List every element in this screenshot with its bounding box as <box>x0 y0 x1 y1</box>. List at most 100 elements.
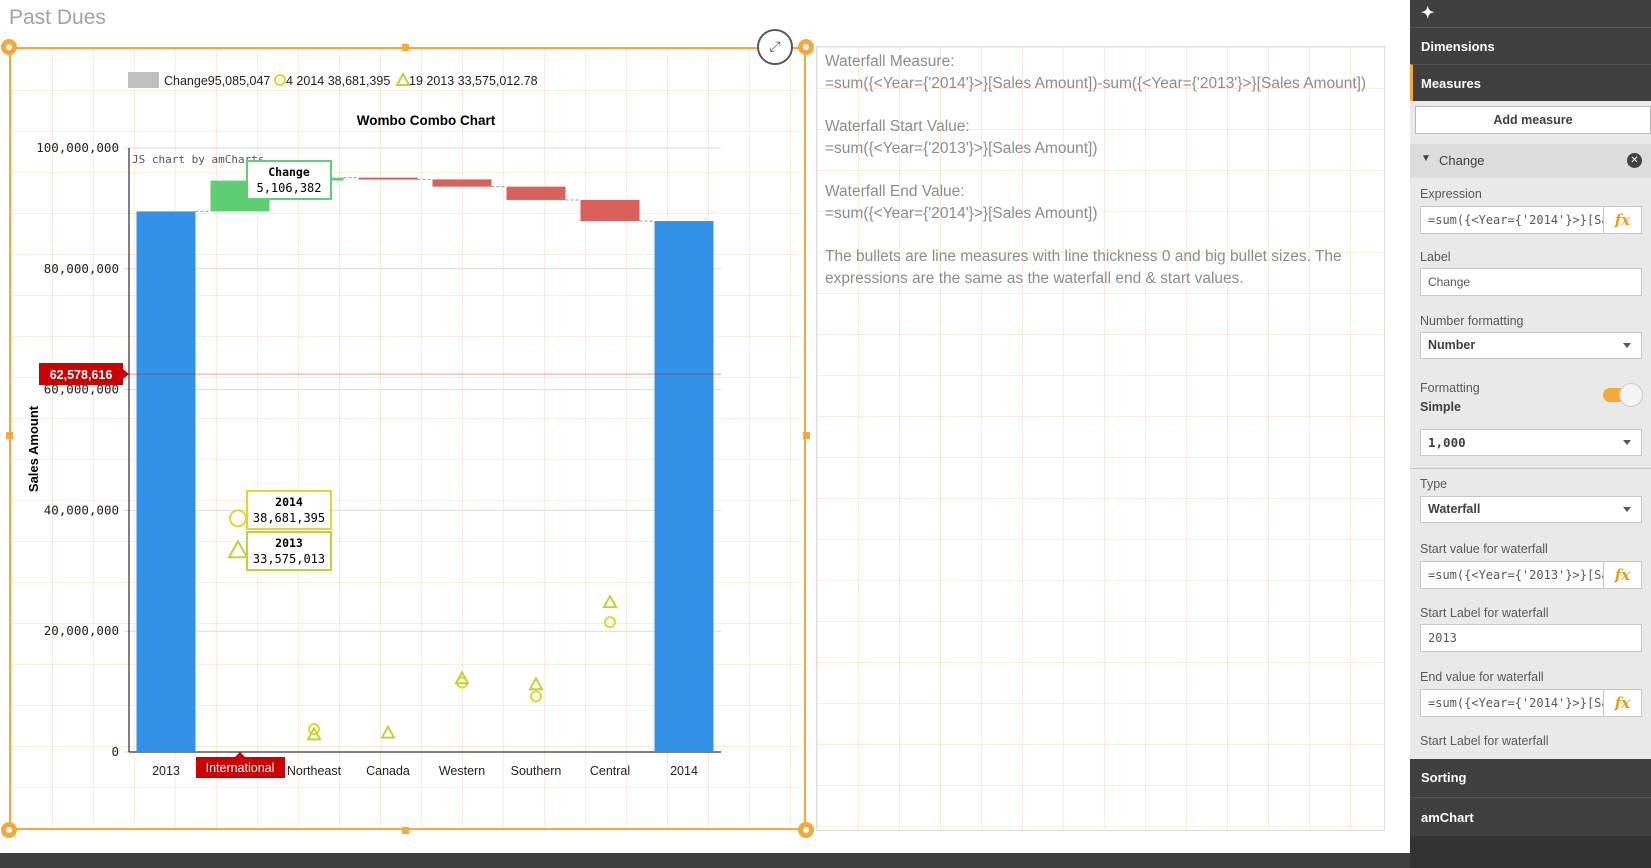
balloon-value: 5,106,382 <box>256 181 321 195</box>
sorting-label: Sorting <box>1421 770 1467 785</box>
resize-handle-left[interactable] <box>6 432 13 439</box>
fx-icon[interactable]: fx <box>1603 562 1641 588</box>
legend-marker-2014 <box>274 74 286 86</box>
end-value-input[interactable]: =sum({<Year={'2014'}>}[Sale fx <box>1420 689 1642 717</box>
text-heading: Waterfall End Value: <box>825 183 965 200</box>
legend-entry-change: Change95,085,047 <box>164 74 270 88</box>
y-tick-label: 0 <box>111 744 119 759</box>
type-value: Waterfall <box>1428 502 1481 516</box>
legend-marker-2013 <box>395 71 411 86</box>
formatting-toggle[interactable] <box>1603 383 1643 407</box>
waterfall-bar <box>136 211 196 753</box>
balloon-title: 2014 <box>275 495 303 509</box>
amchart-section[interactable]: amChart <box>1410 797 1651 836</box>
x-tick-label: Central <box>590 764 630 778</box>
chart-object[interactable]: 0 20,000,000 40,000,000 60,000,000 80,000,00… <box>9 47 806 830</box>
dimensions-label: Dimensions <box>1421 39 1495 54</box>
bullet-2013 <box>602 594 618 609</box>
fx-icon[interactable]: fx <box>1603 207 1641 233</box>
expression-input[interactable]: =sum({<Year={'2014'}>}[Sale fx <box>1420 206 1642 234</box>
resize-handle-bottom-left[interactable] <box>1 822 17 838</box>
waterfall-bar <box>432 179 492 187</box>
text-heading: Waterfall Measure: <box>825 53 955 70</box>
start-label-input[interactable]: 2013 <box>1420 624 1642 652</box>
y-tick-label: 60,000,000 <box>44 382 119 397</box>
start-value-input[interactable]: =sum({<Year={'2013'}>}[Sale fx <box>1420 561 1642 589</box>
legend-swatch-change <box>128 72 159 88</box>
measure-name: Change <box>1439 153 1485 168</box>
expression-value: =sum({<Year={'2014'}>}[Sale <box>1428 213 1624 227</box>
puzzle-icon: ✦ <box>1421 5 1435 22</box>
waterfall-bar <box>358 177 418 180</box>
end-value-expression: =sum({<Year={'2014'}>}[Sale <box>1428 696 1624 710</box>
text-heading: Waterfall Start Value: <box>825 118 970 135</box>
resize-handle-bottom-right[interactable] <box>798 822 814 838</box>
amcharts-credit: JS chart by amCharts <box>132 153 264 166</box>
cursor-category-pointer <box>235 752 245 757</box>
expression-label: Expression <box>1420 187 1482 201</box>
divider <box>1410 468 1651 469</box>
y-tick-label: 100,000,000 <box>36 140 119 155</box>
cursor-value-box <box>39 363 123 386</box>
y-tick-label: 40,000,000 <box>44 502 119 517</box>
panel-top-bar: ✦ <box>1410 0 1651 27</box>
start-value-expression: =sum({<Year={'2013'}>}[Sale <box>1428 568 1624 582</box>
end-value-label: End value for waterfall <box>1420 670 1544 684</box>
chevron-down-icon <box>1623 343 1631 348</box>
sheet-canvas: Past Dues 0 20,000,000 40,000,000 60,000,00… <box>1 6 1385 838</box>
resize-handle-right[interactable] <box>803 432 810 439</box>
waterfall-bar <box>580 199 640 222</box>
x-tick-label: Western <box>439 764 485 778</box>
collapse-caret-icon[interactable]: ▼ <box>1421 153 1431 164</box>
sorting-section[interactable]: Sorting <box>1410 759 1651 797</box>
amchart-label: amChart <box>1421 810 1474 825</box>
x-tick-label: Northeast <box>287 764 342 778</box>
resize-handle-top[interactable] <box>402 44 409 51</box>
balloon-tooltip <box>246 531 332 571</box>
dimensions-section[interactable]: Dimensions <box>1410 27 1651 64</box>
text-object[interactable]: Waterfall Measure: =sum({<Year={'2014'}>… <box>816 46 1385 831</box>
cursor-category-label: International <box>206 761 275 775</box>
fx-icon[interactable]: fx <box>1603 690 1641 716</box>
text-expression: =sum({<Year={'2013'}>}[Sales Amount]) <box>825 140 1098 157</box>
waterfall-chart[interactable]: 0 20,000,000 40,000,000 60,000,000 80,000,00… <box>11 49 808 832</box>
cursor-category-box <box>196 757 285 778</box>
bullet-2014 <box>604 616 616 629</box>
y-tick-label: 80,000,000 <box>44 261 119 276</box>
balloon-tooltip <box>246 160 332 200</box>
measures-section[interactable]: Measures <box>1410 64 1651 101</box>
add-measure-button[interactable]: Add measure <box>1415 106 1651 134</box>
delete-measure-icon[interactable]: ✕ <box>1627 153 1642 168</box>
panel-bottom-bar <box>1410 836 1651 868</box>
balloon-value: 38,681,395 <box>253 511 325 525</box>
resize-handle-bottom[interactable] <box>402 827 409 834</box>
text-block-end-value: Waterfall End Value: =sum({<Year={'2014'… <box>825 181 1385 225</box>
resize-handle-top-right[interactable] <box>798 39 814 55</box>
type-label: Type <box>1420 477 1448 491</box>
resize-handle-top-left[interactable] <box>1 39 17 55</box>
y-tick-label: 20,000,000 <box>44 623 119 638</box>
balloon-tooltip <box>246 490 332 530</box>
number-formatting-value: Number <box>1428 338 1476 352</box>
format-pattern-value: 1,000 <box>1428 435 1466 450</box>
label-input[interactable]: Change <box>1420 268 1642 296</box>
x-tick-label: 2013 <box>152 764 180 778</box>
expand-icon[interactable]: ⤢ <box>757 29 793 65</box>
balloon-title: 2013 <box>275 536 303 550</box>
number-formatting-label: Number formatting <box>1420 314 1524 328</box>
chevron-down-icon <box>1623 507 1631 512</box>
type-select[interactable]: Waterfall <box>1420 496 1642 523</box>
x-tick-label: Canada <box>366 764 410 778</box>
cursor-value-label: 62,578,616 <box>50 368 113 382</box>
measure-header[interactable]: ▼ Change ✕ <box>1410 144 1651 178</box>
text-block-waterfall-measure: Waterfall Measure: =sum({<Year={'2014'}>… <box>825 51 1385 95</box>
properties-panel: ✦ Dimensions Measures Add measure ▼ Chan… <box>1410 0 1651 868</box>
balloon-value: 33,575,013 <box>253 552 325 566</box>
formatting-mode: Simple <box>1420 400 1461 414</box>
number-formatting-select[interactable]: Number <box>1420 332 1642 359</box>
formatting-label: Formatting <box>1420 381 1480 395</box>
legend-entry-2014: 4 2014 38,681,395 <box>286 74 390 88</box>
start-label-label: Start Label for waterfall <box>1420 606 1549 620</box>
format-pattern-select[interactable]: 1,000 <box>1420 429 1642 456</box>
waterfall-bar <box>506 186 566 200</box>
